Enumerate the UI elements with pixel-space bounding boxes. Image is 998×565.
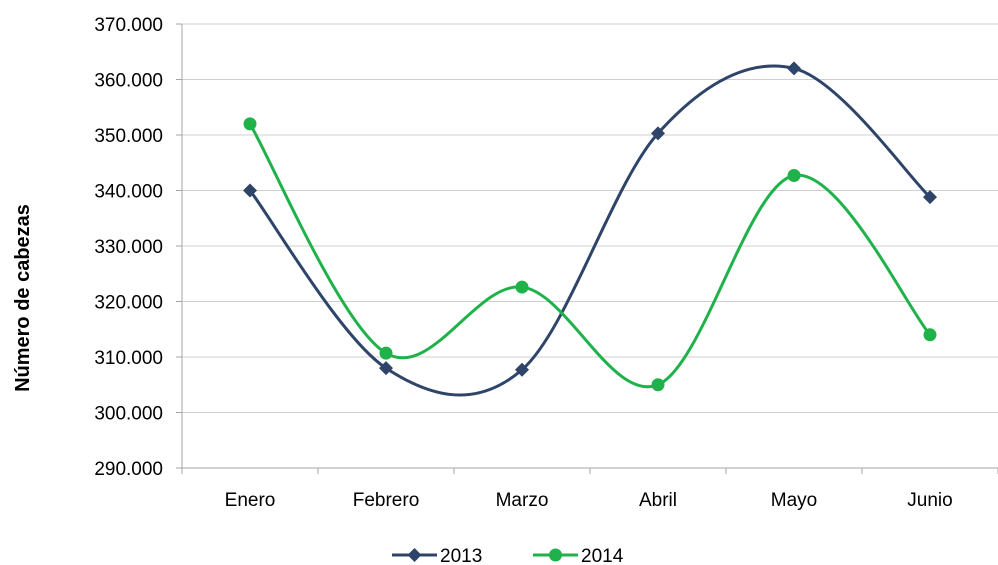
- y-tick-label: 290.000: [94, 459, 163, 480]
- y-tick-label: 310.000: [94, 348, 163, 369]
- data-point-2013: [787, 61, 801, 76]
- y-axis-label: Número de cabezas: [12, 204, 34, 392]
- y-tick-label: 340.000: [94, 182, 163, 203]
- y-tick-label: 330.000: [94, 237, 163, 258]
- y-tick-label: 320.000: [94, 293, 163, 314]
- series-line-2013: [248, 64, 932, 397]
- series-lines: [243, 61, 937, 397]
- legend: 2013 2014: [392, 546, 624, 565]
- y-tick-label: 370.000: [94, 15, 163, 36]
- y-tick-label: 350.000: [94, 126, 163, 147]
- data-point-2013: [243, 183, 257, 198]
- x-tick-label: Enero: [225, 490, 276, 511]
- data-point-2014: [515, 280, 529, 294]
- x-tick-label: Junio: [907, 490, 952, 511]
- x-tick-label: Mayo: [771, 490, 817, 511]
- x-tick-label: Marzo: [496, 490, 549, 511]
- x-tick-label: Febrero: [353, 490, 420, 511]
- legend-label-2014: 2014: [581, 546, 624, 565]
- data-point-2013: [379, 361, 393, 376]
- legend-marker-2013: [407, 548, 422, 562]
- data-point-2014: [379, 346, 393, 360]
- y-tick-label: 300.000: [94, 404, 163, 425]
- series-line-2014: [248, 123, 932, 389]
- x-tick-labels: Enero Febrero Marzo Abril Mayo Junio: [225, 490, 953, 511]
- data-point-2014: [787, 169, 801, 183]
- data-point-2014: [243, 117, 257, 131]
- legend-label-2013: 2013: [440, 546, 482, 565]
- gridlines: [182, 23, 998, 413]
- y-tick-label: 360.000: [94, 71, 163, 92]
- y-tick-labels: 290.000 300.000 310.000 320.000 330.000 340.0…: [94, 15, 163, 480]
- data-point-2014: [923, 328, 937, 342]
- data-point-2013: [651, 126, 665, 141]
- x-tick-label: Abril: [639, 490, 677, 511]
- data-point-2013: [515, 362, 529, 377]
- legend-marker-2014: [549, 548, 562, 562]
- data-point-2013: [923, 190, 937, 205]
- axes: [176, 23, 998, 474]
- data-point-2014: [651, 378, 665, 392]
